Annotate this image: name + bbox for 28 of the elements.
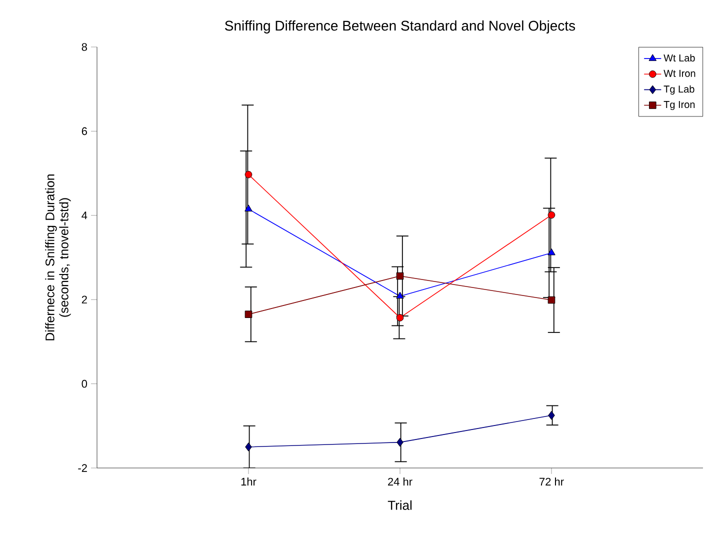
point — [396, 438, 404, 447]
x-tick-label: 72 hr — [540, 478, 564, 486]
y-tick-label: 8 — [82, 43, 87, 51]
legend-label: Wt Iron — [664, 70, 696, 77]
legend-label: Tg Iron — [664, 101, 695, 110]
point — [548, 248, 556, 256]
x-axis-title: Trial — [388, 500, 412, 510]
y-tick-label: -2 — [78, 464, 87, 472]
y-tick-label: 2 — [82, 296, 87, 304]
point — [245, 442, 252, 452]
point — [244, 310, 252, 318]
point — [548, 296, 556, 304]
y-tick-label: 0 — [82, 380, 88, 388]
point — [244, 204, 252, 212]
point — [548, 211, 556, 219]
chart-title: Sniffing Difference Between Standard and Novel Objects — [225, 20, 576, 34]
point — [396, 292, 404, 299]
x-tick-label: 24 hr — [388, 478, 412, 486]
y-axis-title: Differnece in Sniffing Duration (seconds, tnovel-tstd) — [45, 174, 71, 340]
legend-label: Tg Lab — [664, 85, 694, 95]
x-tick-label: 1hr — [241, 478, 256, 486]
legend-label: Wt Lab — [664, 54, 695, 62]
y-tick-label: 6 — [82, 127, 87, 136]
point — [548, 410, 555, 420]
point — [396, 314, 404, 322]
point — [244, 170, 252, 178]
point — [396, 272, 404, 280]
y-tick-label: 4 — [82, 212, 88, 220]
